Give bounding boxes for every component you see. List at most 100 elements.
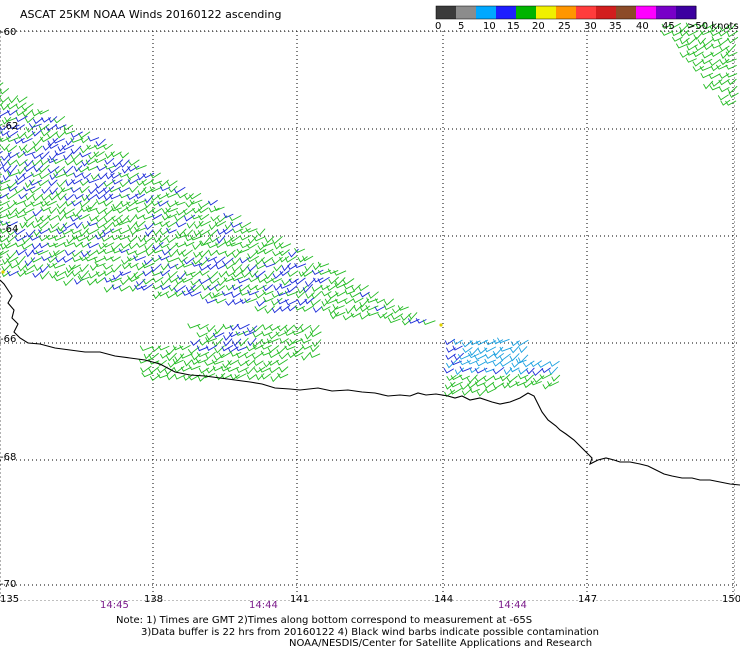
wind-barb	[109, 277, 122, 283]
colorbar-segment	[536, 6, 557, 19]
wind-barb	[53, 276, 65, 282]
wind-barb	[21, 235, 33, 244]
wind-barb	[73, 172, 84, 178]
wind-barb	[135, 263, 148, 271]
wind-barb	[46, 242, 59, 248]
wind-barb	[181, 249, 193, 257]
wind-barb	[166, 201, 179, 208]
wind-barb	[268, 331, 280, 340]
wind-barb	[353, 304, 363, 312]
wind-barb	[279, 270, 290, 277]
wind-barb	[251, 352, 264, 360]
wind-barb	[167, 270, 178, 279]
wind-barb	[248, 276, 260, 283]
wind-barb	[73, 159, 84, 166]
wind-barb	[160, 263, 170, 271]
wind-barb	[8, 95, 19, 104]
wind-barb	[344, 289, 356, 295]
wind-barb	[286, 285, 298, 293]
wind-barb	[137, 234, 147, 243]
wind-barb	[30, 171, 42, 178]
wind-barb	[499, 346, 513, 352]
wind-barb	[493, 352, 505, 360]
wind-barb	[125, 249, 138, 256]
wind-barb	[77, 166, 90, 173]
wind-barb	[205, 366, 216, 374]
wind-barb	[140, 283, 153, 291]
wind-barb	[75, 235, 89, 242]
wind-barb	[157, 366, 168, 374]
wind-barb	[506, 381, 520, 389]
wind-barb	[176, 271, 187, 280]
wind-barb	[703, 43, 714, 51]
wind-barb	[52, 138, 65, 144]
wind-barb	[443, 367, 455, 374]
wind-barb	[127, 236, 138, 243]
wind-barb	[0, 207, 10, 214]
wind-barb	[63, 151, 74, 161]
wind-barb	[215, 372, 226, 381]
wind-barb	[310, 299, 321, 306]
wind-barb	[166, 352, 177, 362]
wind-barb	[104, 157, 115, 165]
wind-barb	[118, 171, 129, 178]
wind-barb	[119, 178, 132, 188]
colorbar-frame	[435, 5, 697, 20]
wind-barb	[238, 222, 252, 229]
wind-barb	[73, 165, 83, 172]
wind-barb	[685, 37, 698, 46]
wind-barb	[710, 64, 721, 72]
wind-barb	[367, 291, 379, 299]
wind-barb	[28, 122, 42, 129]
wind-barb	[9, 262, 20, 269]
wind-barb	[711, 43, 722, 49]
wind-barb	[292, 352, 304, 358]
wind-barb	[20, 137, 33, 144]
wind-barb	[206, 263, 218, 271]
wind-barb	[473, 354, 487, 360]
wind-barb	[709, 58, 721, 67]
wind-barb	[183, 207, 196, 216]
wind-barb	[181, 290, 195, 296]
wind-barb	[246, 374, 257, 381]
wind-barb	[130, 227, 140, 236]
wind-barb	[289, 338, 303, 345]
wind-barb	[151, 213, 163, 220]
wind-barb	[102, 242, 115, 248]
wind-barb	[96, 192, 107, 200]
wind-barb	[266, 338, 279, 344]
wind-barb	[193, 250, 204, 258]
wind-barb	[231, 338, 242, 347]
wind-barb	[18, 144, 28, 152]
wind-barb	[247, 235, 258, 244]
wind-barb	[297, 285, 308, 294]
wind-barb	[110, 151, 122, 158]
wind-barb	[7, 171, 19, 177]
wind-barb	[273, 242, 284, 250]
wind-barb	[0, 173, 3, 176]
wind-barb	[234, 373, 247, 379]
wind-barb	[112, 271, 124, 281]
wind-barb	[459, 374, 470, 381]
wind-barb	[469, 367, 480, 374]
wind-barb	[40, 130, 51, 137]
wind-barb	[38, 242, 50, 249]
wind-barb	[701, 38, 715, 47]
wind-barb	[144, 242, 154, 251]
wind-barb	[261, 373, 272, 380]
wind-barb	[660, 30, 673, 36]
wind-barb	[273, 284, 283, 291]
wind-barb	[208, 207, 220, 213]
wind-barb	[224, 249, 236, 258]
wind-barb	[142, 278, 154, 285]
wind-barb	[161, 248, 172, 256]
wind-barb	[225, 299, 235, 306]
wind-barb	[492, 375, 505, 381]
wind-barb	[725, 51, 738, 57]
wind-barb	[358, 285, 369, 292]
wind-barb	[97, 172, 108, 180]
wind-barb	[88, 151, 100, 160]
wind-barb	[34, 215, 44, 223]
wind-barb	[726, 30, 739, 38]
wind-barb	[166, 180, 178, 187]
